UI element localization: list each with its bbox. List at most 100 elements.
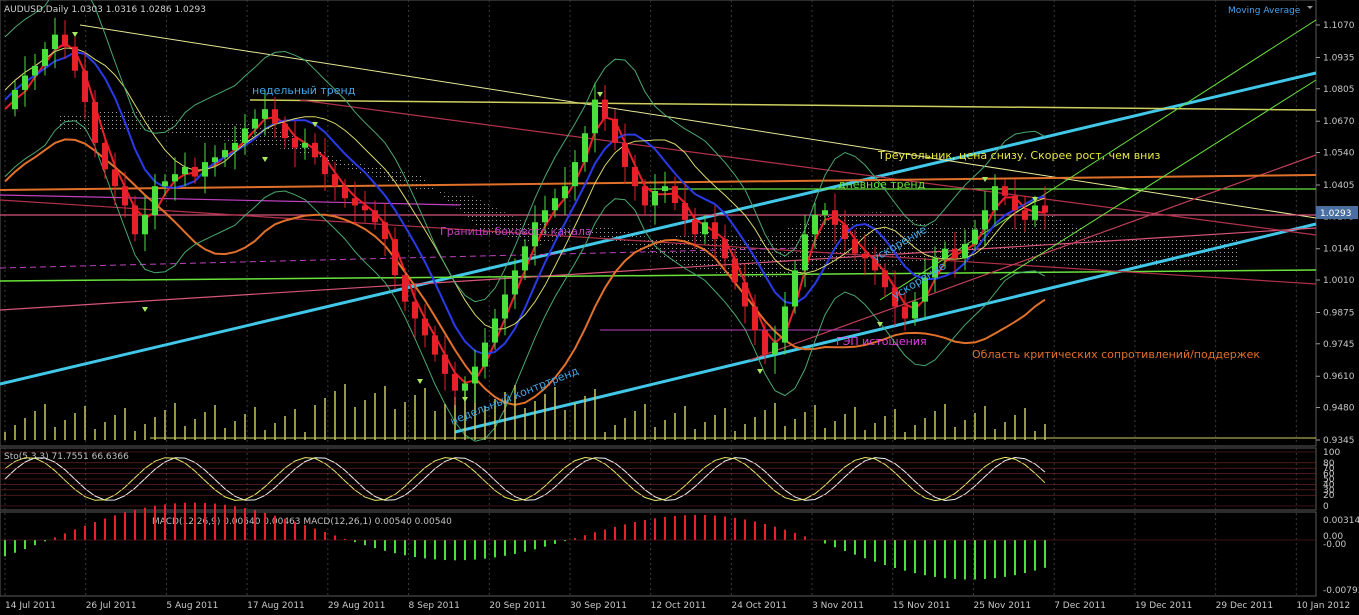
candle-body: [882, 270, 888, 288]
stochastic-level-label: 100: [1323, 448, 1340, 458]
candle-body: [202, 162, 208, 177]
candle-body: [282, 123, 288, 139]
candle-body: [62, 34, 68, 47]
candle-body: [372, 210, 378, 223]
candle-body: [142, 215, 148, 235]
candle-body: [862, 253, 868, 259]
candle-body: [172, 174, 178, 182]
time-tick-label: 5 Aug 2011: [166, 601, 218, 611]
candle-body: [582, 133, 588, 163]
candle-body: [92, 101, 98, 143]
time-tick-label: 19 Dec 2011: [1135, 601, 1193, 611]
macd-label: MACD(12,26,9) 0.00540 0.00463 MACD(12,26…: [152, 517, 452, 527]
time-tick-label: 8 Sep 2011: [409, 601, 460, 611]
candle-body: [542, 210, 548, 223]
magenta-level: [0, 194, 461, 206]
price-tick-label: 0.9875: [1323, 308, 1355, 318]
trend-line-triangle: [79, 24, 1317, 219]
trend-lines: [0, 19, 1317, 439]
candle-body: [22, 75, 28, 90]
candle-body: [32, 65, 38, 76]
candle-body: [112, 169, 118, 187]
time-tick-label: 29 Dec 2011: [1216, 601, 1274, 611]
candle-body: [802, 234, 808, 271]
price-tick-label: 0.9480: [1323, 404, 1355, 414]
chevron-down-icon[interactable]: [1307, 6, 1313, 9]
candle-body: [312, 142, 318, 158]
candle-body: [712, 222, 718, 240]
candle-body: [262, 109, 268, 119]
candle-body: [352, 198, 358, 206]
candle-body: [82, 70, 88, 102]
candle-body: [1032, 205, 1038, 220]
candle-body: [472, 366, 478, 384]
candle-body: [232, 142, 238, 151]
range-border-lower: [0, 227, 1317, 311]
candle-body: [732, 258, 738, 283]
candle-body: [502, 294, 508, 319]
fractal-arrow: [982, 177, 988, 182]
time-tick-label: 25 Nov 2011: [974, 601, 1032, 611]
candle-body: [432, 335, 438, 355]
horizontal-level-1: [249, 99, 1317, 111]
candle-body: [512, 270, 518, 295]
red-diagonal-2: [299, 99, 1317, 236]
candle-body: [792, 270, 798, 307]
price-tick-label: 1.1070: [1323, 21, 1355, 31]
bollinger-upper: [4, 0, 1046, 303]
time-tick-label: 3 Nov 2011: [812, 601, 864, 611]
fractal-arrow: [462, 397, 468, 402]
price-tick-label: 1.0140: [1323, 245, 1355, 255]
candle-body: [572, 162, 578, 187]
candle-body: [962, 243, 968, 259]
candle-body: [12, 89, 18, 110]
candle-body: [52, 34, 58, 50]
symbol-header: AUDUSD,Daily 1.0303 1.0316 1.0286 1.0293: [4, 5, 206, 15]
fractal-arrow: [312, 122, 318, 127]
candle-body: [192, 166, 198, 177]
fractal-markers: [72, 32, 1038, 402]
time-tick-label: 29 Aug 2011: [328, 601, 386, 611]
time-tick-label: 12 Oct 2011: [651, 601, 707, 611]
orange-level: [0, 174, 1317, 191]
time-tick-label: 14 Jul 2011: [5, 601, 56, 611]
candle-body: [672, 186, 678, 204]
candle-body: [642, 186, 648, 206]
candle-body: [362, 205, 368, 211]
candle-body: [522, 246, 528, 271]
candle-body: [442, 354, 448, 374]
annotation-weekly-trend: недельный тренд: [252, 84, 356, 97]
last-price-label: 1.0293: [1320, 209, 1352, 219]
fractal-arrow: [1032, 197, 1038, 202]
stochastic-level-label: 0: [1323, 502, 1329, 512]
candle-body: [982, 210, 988, 230]
last-price-box: [1316, 206, 1358, 219]
candle-body: [72, 46, 78, 71]
candle-body: [182, 166, 188, 175]
candle-body: [692, 219, 698, 235]
candle-body: [552, 198, 558, 211]
candle-body: [122, 186, 128, 206]
candle-body: [482, 342, 488, 367]
candle-body: [212, 157, 218, 163]
fractal-arrow: [262, 157, 268, 162]
candle-body: [992, 186, 998, 211]
annotation-triangle: Треугольник, цена снизу. Скорее рост, че…: [877, 149, 1161, 162]
candle-body: [412, 301, 418, 319]
candle-body: [932, 258, 938, 278]
fractal-arrow: [417, 379, 423, 384]
macd-level-label: 0.00: [1323, 532, 1343, 542]
candle-body: [972, 229, 978, 244]
macd-level-label: -0.00793: [1323, 586, 1359, 596]
candle-body: [902, 306, 908, 319]
candle-body: [942, 248, 948, 259]
candle-body: [222, 150, 228, 158]
time-axis: 14 Jul 2011 26 Jul 2011 5 Aug 2011 17 Aug 2…: [5, 601, 1350, 611]
stochastic-level-label: 30: [1323, 486, 1335, 496]
stochastic-label: Sto(5,3,3) 71.7551 66.6366: [4, 452, 129, 462]
candle-body: [782, 306, 788, 343]
trend-line-weekly: [0, 71, 1317, 386]
candle-body: [612, 118, 618, 143]
